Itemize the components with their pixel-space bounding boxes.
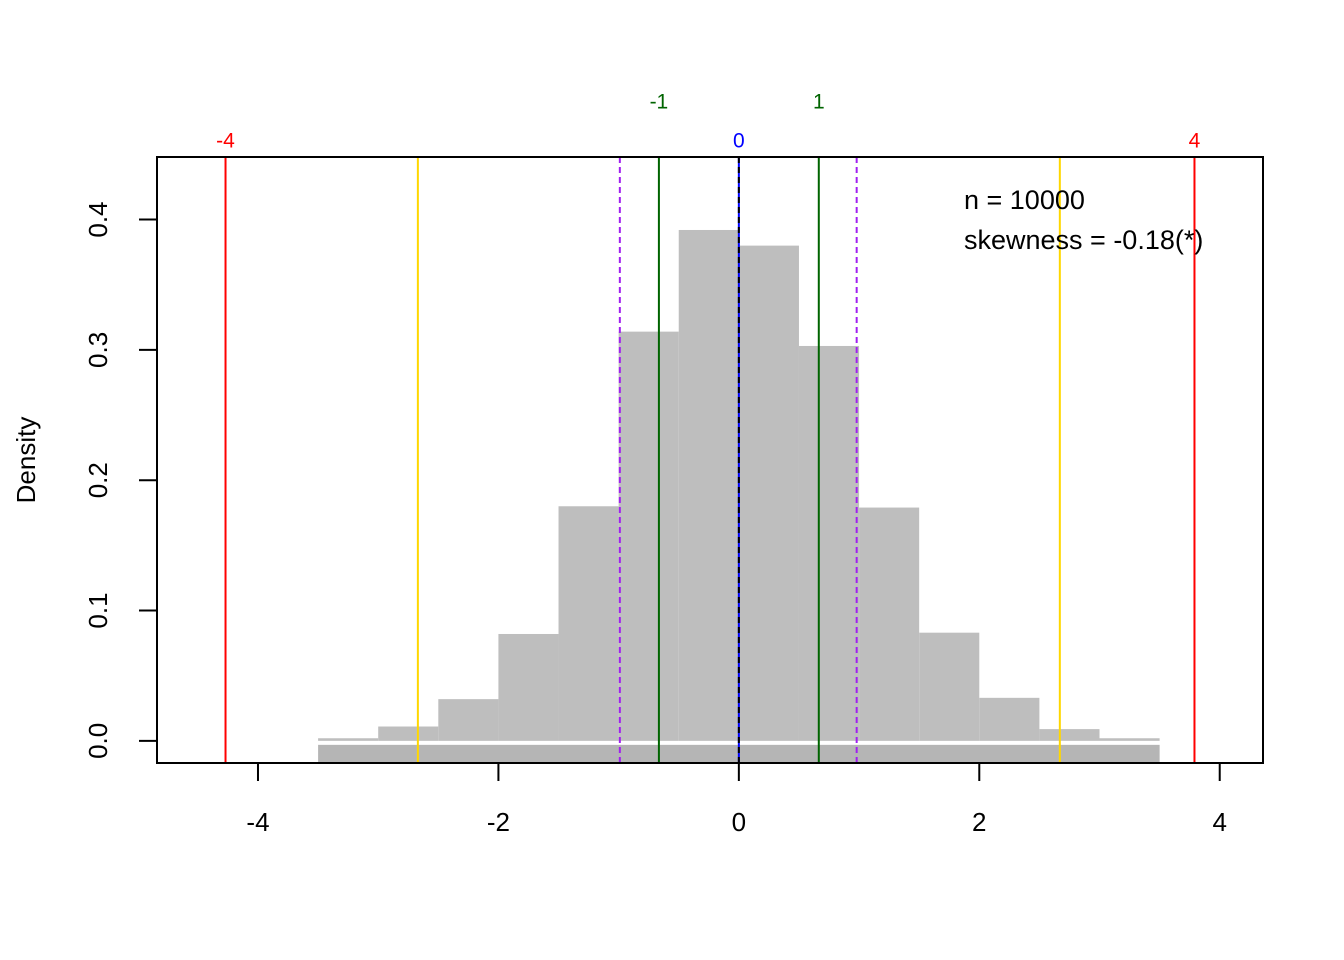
plot-frame — [156, 156, 1264, 764]
annotation: n = 10000 — [964, 185, 1085, 215]
bar — [318, 738, 379, 741]
bar — [498, 633, 559, 741]
y-tick-label: 0.1 — [83, 592, 113, 628]
bar — [618, 331, 679, 741]
reference-label: 0 — [733, 130, 745, 153]
bar — [678, 229, 739, 741]
bar — [738, 245, 799, 741]
bar — [859, 507, 920, 741]
bar — [979, 697, 1040, 741]
reference-label: -4 — [216, 130, 235, 153]
bar — [1039, 729, 1100, 741]
bar — [378, 726, 439, 741]
bar — [438, 699, 499, 741]
x-tick-label: 2 — [972, 807, 986, 837]
y-tick-label: 0.2 — [83, 462, 113, 498]
bar — [919, 632, 980, 741]
bar — [558, 506, 619, 741]
bar — [1099, 738, 1160, 741]
x-tick-label: 0 — [732, 807, 746, 837]
x-tick-label: 4 — [1212, 807, 1226, 837]
x-tick-label: -2 — [487, 807, 510, 837]
x-tick-label: -4 — [246, 807, 269, 837]
y-axis-label: Density — [11, 417, 41, 504]
annotation: skewness = -0.18(*) — [964, 225, 1203, 255]
y-tick-label: 0.0 — [83, 723, 113, 759]
bar — [798, 345, 860, 741]
reference-label: -1 — [650, 91, 669, 114]
y-tick-label: 0.3 — [83, 332, 113, 368]
reference-label: 4 — [1189, 130, 1201, 153]
reference-label: 1 — [813, 91, 825, 114]
y-tick-label: 0.4 — [83, 201, 113, 237]
